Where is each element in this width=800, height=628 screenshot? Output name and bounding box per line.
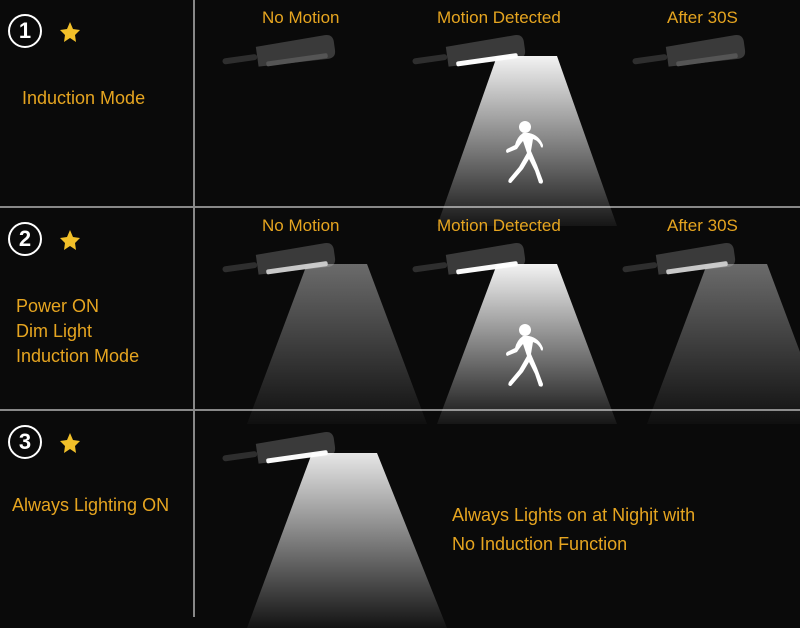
state-label-after-30s: After 30S — [667, 8, 738, 28]
lamp-dim-1 — [217, 242, 337, 287]
state-label-no-motion: No Motion — [262, 8, 339, 28]
mode-label-3: Always Lighting ON — [12, 493, 169, 518]
right-panel-1: No Motion Motion Detected After 30S — [197, 0, 800, 206]
left-panel-2: 2 Power ON Dim Light Induction Mode — [0, 208, 195, 409]
mode-row-2: 2 Power ON Dim Light Induction Mode No M… — [0, 208, 800, 411]
state-label-motion-detected: Motion Detected — [437, 216, 561, 236]
moon-star-icon — [50, 421, 130, 481]
badge-3: 3 — [8, 425, 42, 459]
desc-line-2: No Induction Function — [452, 530, 695, 559]
desc-line-1: Always Lights on at Nighjt with — [452, 501, 695, 530]
badge-2: 2 — [8, 222, 42, 256]
lamp-dim-2 — [617, 242, 737, 287]
badge-1: 1 — [8, 14, 42, 48]
lamp-off-1 — [217, 34, 337, 79]
lamp-on-bright-2 — [407, 242, 527, 287]
state-label-no-motion: No Motion — [262, 216, 339, 236]
mode-row-3: 3 Always Lighting ON Always Lights on at… — [0, 411, 800, 617]
mode-line-2: Dim Light — [16, 319, 139, 344]
mode-label-1: Induction Mode — [22, 86, 145, 111]
right-panel-3: Always Lights on at Nighjt with No Induc… — [197, 411, 800, 617]
moon-star-icon — [50, 10, 130, 70]
lamp-always-on — [217, 431, 337, 476]
mode-line-1: Power ON — [16, 294, 139, 319]
always-on-description: Always Lights on at Nighjt with No Induc… — [452, 501, 695, 559]
runner-icon — [495, 119, 545, 189]
runner-icon — [495, 322, 545, 392]
right-panel-2: No Motion Motion Detected After 30S — [197, 208, 800, 409]
lamp-on-bright-1 — [407, 34, 527, 79]
infographic-container: 1 Induction Mode No Motion Motion Detect… — [0, 0, 800, 617]
mode-row-1: 1 Induction Mode No Motion Motion Detect… — [0, 0, 800, 208]
state-label-motion-detected: Motion Detected — [437, 8, 561, 28]
mode-line-3: Induction Mode — [16, 344, 139, 369]
moon-star-icon — [50, 218, 130, 278]
state-label-after-30s: After 30S — [667, 216, 738, 236]
mode-label-2: Power ON Dim Light Induction Mode — [16, 294, 139, 370]
left-panel-1: 1 Induction Mode — [0, 0, 195, 206]
left-panel-3: 3 Always Lighting ON — [0, 411, 195, 617]
lamp-off-2 — [627, 34, 747, 79]
